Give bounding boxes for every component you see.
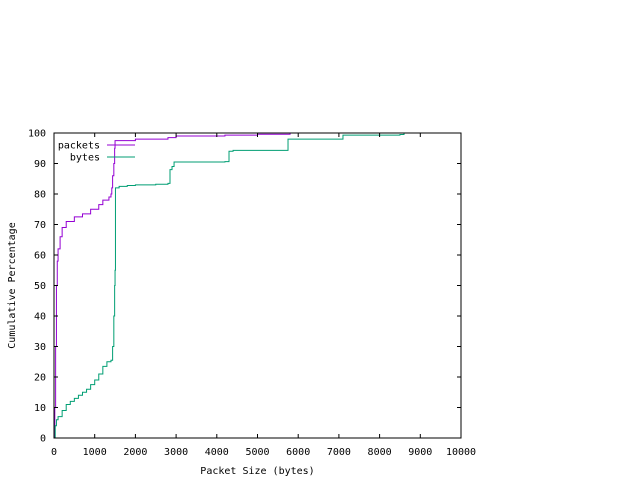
ticks-layer: 0 1000 2000 3000 4000 5000 6000 7000 8000 9000 100… <box>28 129 476 459</box>
x-tick-label: 7000 <box>327 447 351 458</box>
legend-label-packets: packets <box>58 141 100 152</box>
series-line-bytes <box>54 133 405 439</box>
y-tick-label: 100 <box>28 129 46 140</box>
x-tick-label: 5000 <box>245 447 269 458</box>
series-line-packets <box>54 133 291 439</box>
x-tick-label: 3000 <box>164 447 188 458</box>
y-tick-label: 20 <box>34 373 46 384</box>
x-tick-label: 2000 <box>123 447 147 458</box>
series-layer <box>54 133 405 439</box>
x-axis-title: Packet Size (bytes) <box>200 466 314 477</box>
y-axis-title: Cumulative Percentage <box>7 222 18 348</box>
x-tick-label: 4000 <box>205 447 229 458</box>
x-tick-label: 9000 <box>408 447 432 458</box>
y-tick-label: 70 <box>34 220 46 231</box>
x-tick-label: 1000 <box>83 447 107 458</box>
y-tick-label: 40 <box>34 312 46 323</box>
x-tick-label: 0 <box>51 447 57 458</box>
y-tick-label: 10 <box>34 403 46 414</box>
y-tick-label: 50 <box>34 281 46 292</box>
x-tick-label: 8000 <box>368 447 392 458</box>
legend-label-bytes: bytes <box>70 153 100 164</box>
y-tick-label: 90 <box>34 159 46 170</box>
y-tick-label: 80 <box>34 190 46 201</box>
y-tick-label: 30 <box>34 342 46 353</box>
x-tick-label: 10000 <box>446 447 476 458</box>
y-tick-label: 0 <box>40 434 46 445</box>
x-tick-label: 6000 <box>286 447 310 458</box>
y-tick-label: 60 <box>34 251 46 262</box>
